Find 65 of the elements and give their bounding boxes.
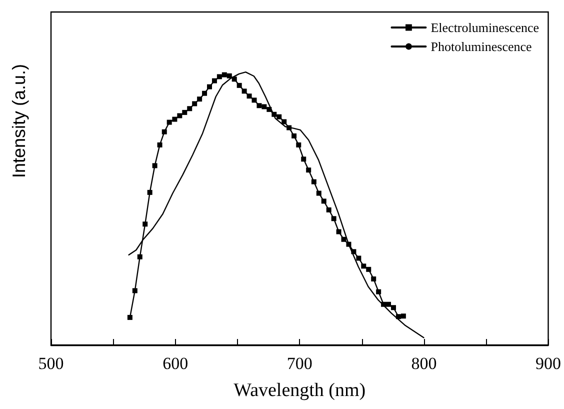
point: [311, 179, 316, 184]
point: [356, 256, 362, 261]
point: [331, 216, 336, 222]
point: [286, 125, 292, 130]
point: [177, 113, 182, 118]
point: [321, 198, 326, 204]
point: [252, 98, 257, 103]
point: [256, 103, 262, 108]
x-tick-label: 800: [411, 354, 437, 373]
x-tick-label: 700: [286, 354, 312, 373]
point: [366, 266, 372, 272]
legend-label: Electroluminescence: [430, 20, 540, 35]
x-tick-label: 500: [38, 354, 64, 373]
point: [132, 288, 138, 294]
point: [400, 314, 406, 319]
point: [192, 101, 198, 106]
point: [396, 314, 401, 320]
point: [232, 76, 237, 82]
point: [152, 163, 158, 168]
point: [147, 190, 152, 195]
point: [142, 222, 148, 227]
point: [197, 96, 202, 102]
point: [386, 302, 392, 307]
point: [361, 264, 366, 269]
point: [157, 142, 162, 148]
point: [172, 116, 178, 122]
point: [166, 120, 172, 125]
point: [216, 74, 222, 80]
x-axis-title: Wavelength (nm): [234, 380, 366, 401]
point: [326, 207, 332, 212]
point: [376, 289, 382, 294]
point: [187, 106, 192, 112]
legend-label: Photoluminescence: [430, 39, 532, 54]
point: [292, 133, 297, 138]
point: [301, 156, 306, 162]
point: [242, 88, 247, 94]
point: [262, 104, 267, 110]
point: [296, 142, 302, 148]
point: [276, 114, 282, 120]
point: [266, 106, 272, 112]
point: [371, 276, 376, 282]
point: [182, 110, 188, 115]
x-tick-label: 600: [162, 354, 188, 373]
point: [381, 302, 386, 307]
point: [390, 305, 396, 310]
point: [306, 168, 312, 173]
point: [207, 84, 212, 90]
point: [282, 119, 287, 124]
point: [272, 112, 277, 117]
point: [202, 90, 208, 96]
point: [212, 78, 217, 84]
point: [226, 73, 232, 78]
point: [351, 249, 356, 254]
point: [246, 94, 252, 99]
point: [316, 190, 322, 196]
point: [162, 129, 167, 134]
point: [236, 82, 242, 88]
point: [341, 236, 346, 242]
y-axis-title: Intensity (a.u.): [9, 64, 29, 178]
point: [127, 314, 132, 320]
point: [137, 254, 142, 260]
point: [336, 229, 342, 234]
point: [346, 242, 352, 247]
point: [222, 72, 227, 78]
x-tick-label: 900: [536, 354, 561, 373]
